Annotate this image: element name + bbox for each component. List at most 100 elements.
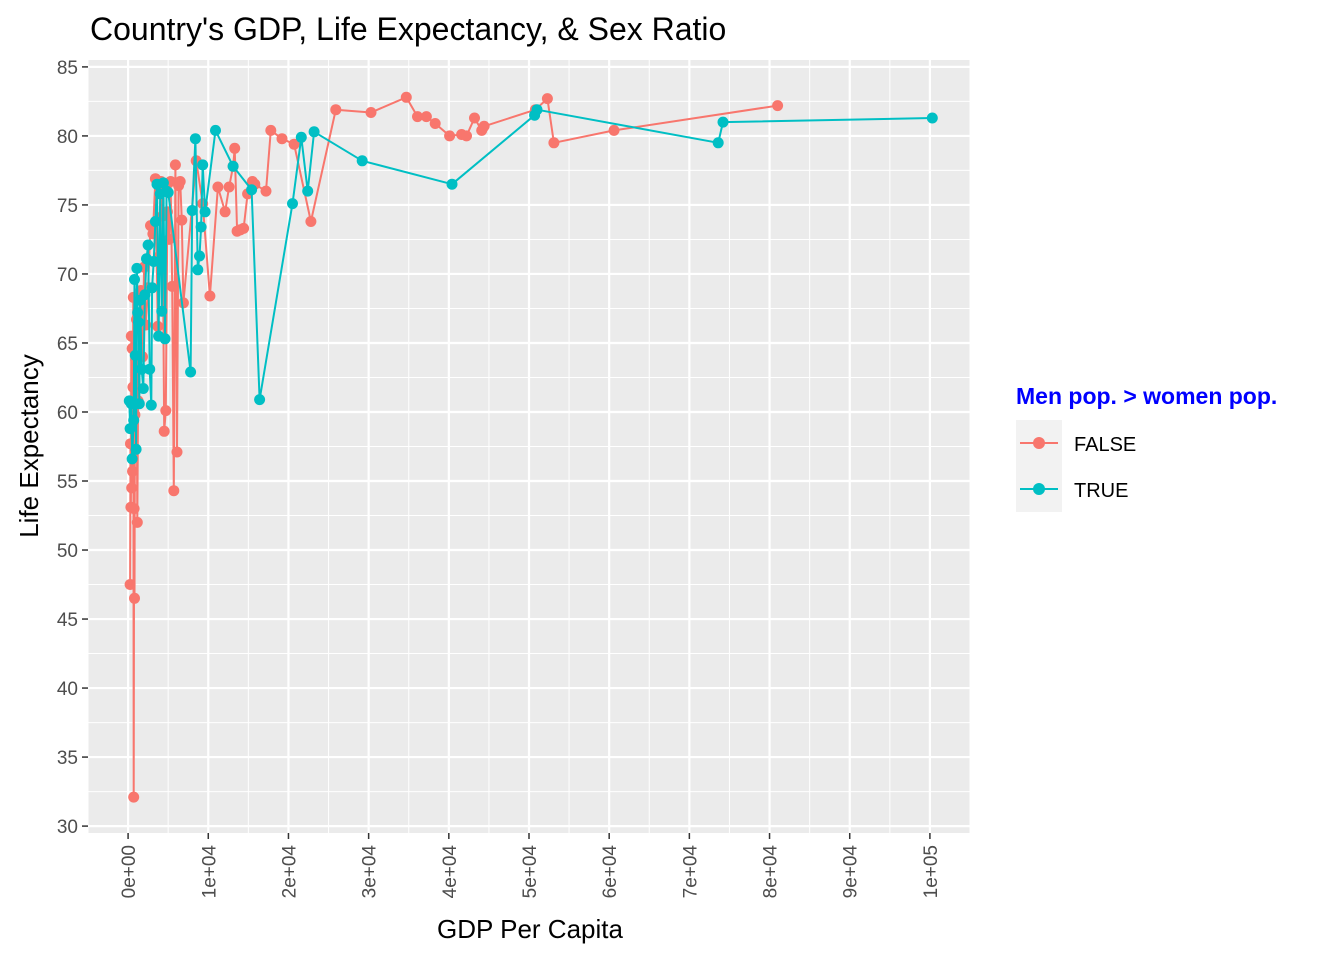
data-point-false [160, 405, 172, 417]
legend-key-false-point [1033, 437, 1045, 449]
data-point-true [125, 398, 137, 410]
data-point-true [133, 316, 144, 328]
data-point-true [926, 112, 938, 124]
x-tick-label: 1e+04 [199, 845, 220, 899]
series-layer [123, 91, 938, 803]
data-point-false [174, 176, 186, 187]
y-tick-label: 55 [57, 472, 78, 493]
y-tick-label: 35 [57, 748, 78, 769]
data-point-false [365, 107, 377, 118]
x-tick-label: 9e+04 [841, 845, 862, 899]
data-point-false [444, 130, 456, 142]
data-point-true [145, 399, 157, 411]
data-point-true [126, 453, 138, 465]
data-point-false [176, 214, 188, 226]
data-point-false [330, 104, 342, 116]
legend: Men pop. > women pop. FALSE TRUE [1016, 383, 1277, 512]
data-point-true [531, 104, 543, 116]
data-point-true [162, 187, 174, 198]
legend-label-true: TRUE [1074, 480, 1128, 502]
data-point-true [308, 126, 320, 138]
data-point-false [288, 138, 300, 150]
data-point-false [219, 206, 231, 218]
data-point-false [608, 124, 620, 136]
y-tick-label: 75 [57, 196, 78, 217]
data-point-true [185, 366, 197, 378]
y-tick-label: 45 [57, 610, 78, 631]
data-point-false [260, 185, 272, 197]
data-point-true [139, 289, 151, 301]
data-point-true [131, 262, 143, 274]
data-point-true [254, 394, 266, 406]
data-point-false [238, 222, 250, 234]
data-point-true [142, 239, 154, 251]
data-point-false [168, 485, 180, 497]
legend-label-false: FALSE [1074, 434, 1136, 456]
data-point-true [195, 221, 207, 233]
data-point-false [131, 516, 143, 528]
x-tick-label: 6e+04 [600, 845, 621, 899]
data-point-true [302, 185, 314, 197]
data-point-false [541, 93, 553, 105]
data-point-true [129, 349, 141, 361]
y-axis-title: Life Expectancy [14, 354, 44, 538]
data-point-false [169, 159, 181, 171]
x-axis-title: GDP Per Capita [437, 914, 623, 944]
data-point-false [171, 446, 183, 458]
data-point-false [129, 592, 140, 604]
data-point-false [204, 290, 216, 302]
data-point-true [128, 414, 140, 426]
y-tick-label: 65 [57, 334, 78, 355]
data-point-true [136, 363, 148, 375]
data-point-true [712, 137, 724, 149]
y-tick-label: 60 [57, 403, 78, 424]
data-point-false [265, 124, 277, 136]
data-point-true [124, 423, 136, 435]
data-point-false [229, 142, 241, 154]
data-point-false [158, 425, 170, 437]
y-tick-label: 70 [57, 265, 78, 286]
data-point-false [461, 130, 472, 142]
x-tick-label: 7e+04 [680, 845, 701, 899]
data-point-false [124, 579, 136, 590]
y-tick-label: 85 [57, 58, 78, 79]
series-true [123, 104, 938, 465]
data-point-false [128, 503, 140, 515]
data-point-true [132, 307, 144, 319]
data-point-true [189, 133, 201, 145]
data-point-true [197, 159, 209, 171]
chart-title: Country's GDP, Life Expectancy, & Sex Ra… [90, 11, 726, 47]
data-point-true [227, 160, 239, 172]
data-point-true [287, 198, 298, 210]
data-point-true [129, 274, 140, 285]
legend-key-true-point [1033, 483, 1045, 495]
x-tick-label: 1e+05 [921, 845, 942, 898]
x-tick-label: 4e+04 [440, 845, 461, 899]
data-point-false [212, 181, 224, 193]
y-tick-label: 30 [57, 817, 78, 838]
data-point-true [246, 184, 258, 196]
series-line-true [128, 108, 933, 460]
data-point-false [166, 280, 178, 292]
y-tick-label: 50 [57, 541, 78, 562]
grid-major [88, 60, 970, 833]
data-point-true [186, 205, 198, 216]
x-tick-label: 5e+04 [520, 845, 541, 899]
data-point-false [128, 791, 140, 803]
data-point-true [199, 206, 211, 218]
data-point-true [137, 383, 149, 394]
x-tick-label: 0e+00 [119, 845, 140, 898]
data-point-true [717, 116, 729, 128]
y-tick-label: 40 [57, 679, 78, 700]
legend-title: Men pop. > women pop. [1016, 383, 1277, 409]
data-point-false [412, 111, 423, 123]
data-point-false [276, 133, 288, 145]
data-point-true [446, 178, 458, 190]
data-point-false [305, 216, 317, 227]
data-point-false [469, 112, 480, 124]
data-point-true [148, 256, 160, 267]
data-point-false [127, 465, 138, 477]
data-point-false [772, 100, 784, 112]
data-point-true [144, 363, 156, 375]
data-point-true [149, 216, 161, 227]
